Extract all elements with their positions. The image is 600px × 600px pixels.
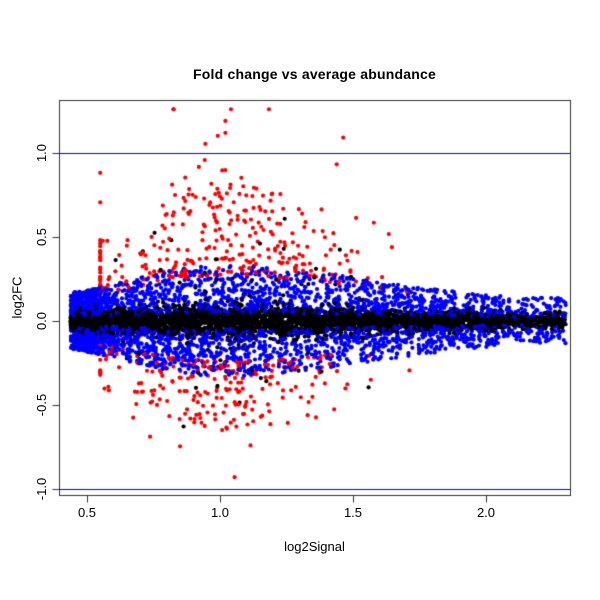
y-tick-label-0.0: 0.0 [34,311,49,331]
x-tick-label-0.5: 0.5 [77,505,97,520]
x-tick-label-2.0: 2.0 [476,505,496,520]
y-axis-label: log2FC [9,276,25,319]
y-tick-label--1.0: -1.0 [34,477,49,501]
y-tick-label--0.5: -0.5 [34,393,49,417]
x-tick-label-1.0: 1.0 [210,505,230,520]
x-axis-label: log2Signal [284,539,345,554]
chart-title: Fold change vs average abundance [193,66,436,82]
y-tick-label-0.5: 0.5 [34,227,49,247]
x-tick-label-1.5: 1.5 [343,505,363,520]
y-tick-label-1.0: 1.0 [34,143,49,163]
